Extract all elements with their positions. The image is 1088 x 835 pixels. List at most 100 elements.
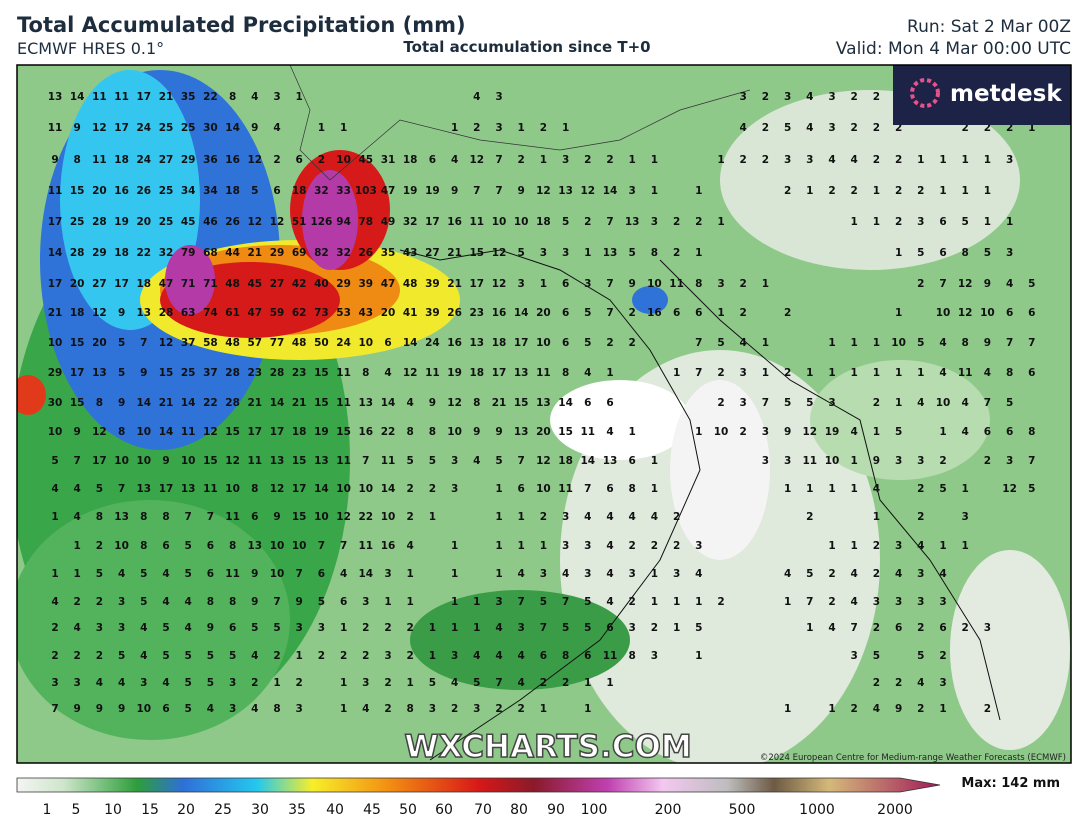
grid-value: 50	[314, 337, 329, 349]
grid-value: 14	[181, 397, 196, 409]
grid-value: 1	[806, 622, 813, 634]
grid-value: 9	[984, 278, 991, 290]
grid-value: 4	[962, 397, 969, 409]
grid-value: 3	[495, 91, 502, 103]
grid-value: 4	[96, 677, 103, 689]
grid-value: 1	[962, 483, 969, 495]
grid-value: 10	[136, 455, 151, 467]
grid-value: 11	[558, 483, 573, 495]
grid-value: 4	[518, 650, 525, 662]
grid-value: 2	[917, 483, 924, 495]
grid-value: 2	[384, 622, 391, 634]
grid-value: 10	[492, 216, 507, 228]
colorbar-label: 45	[363, 802, 381, 818]
grid-value: 3	[740, 397, 747, 409]
grid-value: 1	[495, 540, 502, 552]
grid-value: 15	[514, 397, 529, 409]
grid-value: 3	[562, 154, 569, 166]
grid-value: 1	[340, 677, 347, 689]
grid-value: 6	[273, 185, 280, 197]
grid-value: 3	[895, 455, 902, 467]
grid-value: 6	[1028, 307, 1035, 319]
grid-value: 12	[225, 455, 240, 467]
grid-value: 4	[495, 622, 502, 634]
colorbar	[16, 777, 941, 793]
grid-value: 4	[873, 703, 880, 715]
grid-value: 7	[1028, 455, 1035, 467]
grid-value: 2	[828, 596, 835, 608]
grid-value: 2	[740, 426, 747, 438]
grid-value: 6	[984, 426, 991, 438]
grid-value: 15	[314, 397, 329, 409]
grid-value: 20	[92, 337, 107, 349]
grid-value: 4	[939, 337, 946, 349]
grid-value: 24	[136, 122, 151, 134]
grid-value: 2	[651, 622, 658, 634]
grid-value: 3	[296, 703, 303, 715]
grid-value: 12	[92, 426, 107, 438]
grid-value: 9	[473, 426, 480, 438]
grid-value: 28	[70, 247, 85, 259]
grid-value: 6	[629, 455, 636, 467]
grid-value: 6	[562, 278, 569, 290]
grid-value: 18	[225, 185, 240, 197]
grid-value: 1	[806, 367, 813, 379]
grid-value: 12	[536, 185, 551, 197]
grid-value: 1	[762, 278, 769, 290]
grid-value: 2	[851, 185, 858, 197]
colorbar-labels: 1 5 10 15 20 25 30 35 40 45 50 60 70 80 90 100 200 500 100…	[43, 802, 913, 818]
grid-value: 2	[917, 185, 924, 197]
max-label: Max: 142 mm	[961, 776, 1060, 791]
grid-value: 15	[314, 367, 329, 379]
heavy-area	[17, 375, 46, 415]
grid-value: 31	[381, 154, 396, 166]
grid-value: 11	[425, 367, 440, 379]
grid-value: 8	[229, 91, 236, 103]
grid-value: 16	[358, 426, 373, 438]
grid-value: 15	[225, 426, 240, 438]
grid-value: 7	[495, 185, 502, 197]
colorbar-label: 2000	[877, 802, 913, 818]
grid-value: 5	[695, 622, 702, 634]
grid-value: 14	[70, 91, 85, 103]
grid-value: 2	[740, 307, 747, 319]
grid-value: 7	[74, 455, 81, 467]
grid-value: 6	[429, 154, 436, 166]
grid-value: 3	[384, 650, 391, 662]
grid-value: 29	[181, 154, 196, 166]
grid-value: 4	[451, 677, 458, 689]
grid-value: 6	[340, 596, 347, 608]
grid-value: 4	[917, 397, 924, 409]
grid-value: 22	[381, 426, 396, 438]
grid-value: 14	[603, 185, 618, 197]
grid-value: 1	[1006, 216, 1013, 228]
grid-value: 1	[584, 247, 591, 259]
grid-value: 17	[425, 216, 440, 228]
grid-value: 3	[451, 650, 458, 662]
grid-value: 49	[381, 216, 396, 228]
grid-value: 14	[381, 397, 396, 409]
grid-value: 5	[1028, 483, 1035, 495]
dry-area	[950, 550, 1070, 750]
grid-value: 82	[314, 247, 329, 259]
grid-value: 3	[828, 91, 835, 103]
grid-value: 46	[203, 216, 218, 228]
grid-value: 45	[181, 216, 196, 228]
grid-value: 10	[181, 455, 196, 467]
grid-value: 2	[784, 307, 791, 319]
grid-value: 5	[1006, 397, 1013, 409]
grid-value: 5	[784, 122, 791, 134]
grid-value: 7	[318, 540, 325, 552]
grid-value: 10	[358, 337, 373, 349]
grid-value: 2	[473, 122, 480, 134]
grid-value: 6	[1006, 426, 1013, 438]
grid-value: 7	[51, 703, 58, 715]
grid-value: 12	[403, 367, 418, 379]
grid-value: 53	[336, 307, 351, 319]
grid-value: 1	[651, 185, 658, 197]
grid-value: 18	[492, 337, 507, 349]
grid-value: 1	[451, 622, 458, 634]
colorbar-label: 200	[655, 802, 682, 818]
grid-value: 1	[384, 596, 391, 608]
grid-value: 2	[384, 677, 391, 689]
